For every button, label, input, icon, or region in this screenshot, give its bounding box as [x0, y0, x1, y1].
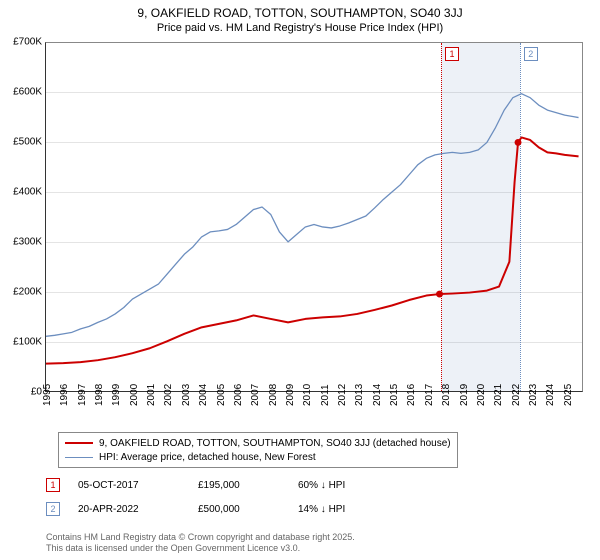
x-tick-label: 2017 — [424, 384, 435, 406]
x-tick-label: 1997 — [77, 384, 88, 406]
chart-title: 9, OAKFIELD ROAD, TOTTON, SOUTHAMPTON, S… — [0, 6, 600, 20]
event-box-2: 2 — [46, 502, 60, 516]
x-tick-label: 2006 — [233, 384, 244, 406]
y-tick-label: £200K — [0, 287, 42, 298]
x-tick-label: 2014 — [372, 384, 383, 406]
legend: 9, OAKFIELD ROAD, TOTTON, SOUTHAMPTON, S… — [58, 432, 458, 468]
y-tick-label: £0 — [0, 387, 42, 398]
y-tick-label: £100K — [0, 337, 42, 348]
series-line — [46, 94, 579, 337]
y-tick-label: £700K — [0, 37, 42, 48]
y-tick-label: £300K — [0, 237, 42, 248]
footer-line-2: This data is licensed under the Open Gov… — [46, 543, 355, 554]
x-tick-label: 2012 — [337, 384, 348, 406]
series-line — [518, 137, 579, 156]
legend-label: HPI: Average price, detached house, New … — [99, 452, 316, 463]
event-price: £195,000 — [198, 480, 298, 491]
event-price: £500,000 — [198, 504, 298, 515]
x-tick-label: 2003 — [181, 384, 192, 406]
legend-row: HPI: Average price, detached house, New … — [65, 450, 451, 464]
y-tick-label: £600K — [0, 87, 42, 98]
x-tick-label: 2013 — [354, 384, 365, 406]
x-tick-label: 2004 — [198, 384, 209, 406]
x-tick-label: 2019 — [459, 384, 470, 406]
event-date: 20-APR-2022 — [78, 504, 198, 515]
x-tick-label: 2022 — [511, 384, 522, 406]
footer: Contains HM Land Registry data © Crown c… — [46, 532, 355, 555]
chart-subtitle: Price paid vs. HM Land Registry's House … — [0, 22, 600, 34]
x-tick-label: 2005 — [216, 384, 227, 406]
x-tick-label: 2023 — [528, 384, 539, 406]
legend-swatch — [65, 457, 93, 458]
x-tick-label: 2008 — [268, 384, 279, 406]
y-tick-label: £400K — [0, 187, 42, 198]
legend-row: 9, OAKFIELD ROAD, TOTTON, SOUTHAMPTON, S… — [65, 436, 451, 450]
x-tick-label: 2002 — [163, 384, 174, 406]
event-date: 05-OCT-2017 — [78, 480, 198, 491]
x-tick-label: 2025 — [563, 384, 574, 406]
event-row-2: 2 20-APR-2022 £500,000 14% ↓ HPI — [46, 502, 345, 516]
x-tick-label: 2011 — [320, 384, 331, 406]
series-line — [440, 142, 518, 294]
x-tick-label: 2001 — [146, 384, 157, 406]
x-tick-label: 2020 — [476, 384, 487, 406]
legend-swatch — [65, 442, 93, 444]
x-tick-label: 2016 — [406, 384, 417, 406]
plot-area: 12 — [45, 42, 583, 392]
x-tick-label: 1995 — [42, 384, 53, 406]
x-tick-label: 2015 — [389, 384, 400, 406]
x-tick-label: 2000 — [129, 384, 140, 406]
x-tick-label: 1999 — [111, 384, 122, 406]
event-row-1: 1 05-OCT-2017 £195,000 60% ↓ HPI — [46, 478, 345, 492]
event-delta: 14% ↓ HPI — [298, 504, 345, 515]
y-tick-label: £500K — [0, 137, 42, 148]
x-tick-label: 2007 — [250, 384, 261, 406]
x-tick-label: 1996 — [59, 384, 70, 406]
x-tick-label: 2021 — [493, 384, 504, 406]
event-box-1: 1 — [46, 478, 60, 492]
x-tick-label: 2024 — [545, 384, 556, 406]
event-delta: 60% ↓ HPI — [298, 480, 345, 491]
footer-line-1: Contains HM Land Registry data © Crown c… — [46, 532, 355, 543]
x-tick-label: 2018 — [441, 384, 452, 406]
line-plot — [46, 43, 582, 391]
series-line — [46, 294, 440, 364]
legend-label: 9, OAKFIELD ROAD, TOTTON, SOUTHAMPTON, S… — [99, 438, 451, 449]
x-tick-label: 2009 — [285, 384, 296, 406]
series-marker-dot — [436, 291, 443, 298]
x-tick-label: 1998 — [94, 384, 105, 406]
series-marker-dot — [515, 139, 522, 146]
x-tick-label: 2010 — [302, 384, 313, 406]
